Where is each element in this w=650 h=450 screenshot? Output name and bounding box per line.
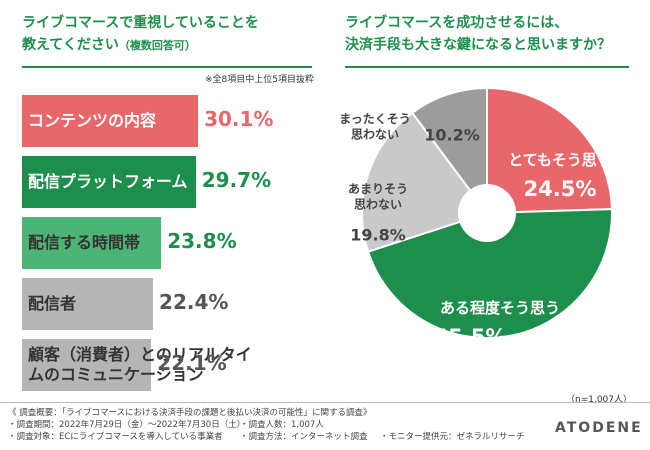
bar-label: 配信プラットフォーム [28,172,188,191]
pie-chart: とてもそう思う 24.5% ある程度そう思う 45.5% あまりそう思わない 19.8% ま… [339,86,613,349]
bar [22,339,152,391]
slice-label: まったくそう思わない [339,111,411,141]
bar-label: 配信する時間帯 [28,233,141,252]
bar-subtitle: （複数回答可） [118,39,196,52]
value-label: 23.8% [167,229,237,253]
bar-label: コンテンツの内容 [28,111,157,130]
slice-label: ある程度そう思う [440,299,560,317]
pie-slice [486,86,613,214]
bar-title-text: ライブコマースで重視していることを 教えてください [22,15,259,53]
bar-label: 顧客（消費者）とのリアルタイムのコミュニケーション [28,345,252,384]
value-label: 29.7% [201,168,272,192]
bar [22,278,154,330]
title-rule [345,66,629,68]
bar-title: ライブコマースで重視していることを 教えてください（複数回答可） [22,12,259,57]
footer-item: ・調査方法：インターネット調査 [240,432,368,442]
slice-value: 45.5% [434,325,507,349]
footer-item: ・調査期間：2022年7月29日（金）～2022年7月30日（土） [8,420,246,430]
value-label: 22.4% [159,290,229,314]
pie-note: （n=1,007人） [565,395,632,405]
bar-label: 配信者 [28,294,77,313]
footer-item: ・モニター提供元：ゼネラルリサーチ [380,432,525,442]
slice-value: 10.2% [424,126,480,145]
title-rule [22,66,312,68]
slice-label: とてもそう思う [508,151,612,169]
footer-heading: 《 調査概要：「ライブコマースにおける決済手段の課題と後払い決済の可能性」に関す… [8,408,372,418]
pie-title: ライブコマースを成功させるには、 決済手段も大きな鍵になると思いますか？ [345,15,611,53]
footer-item: ・調査人数：1,007人 [240,420,324,430]
pie-slice [410,86,488,192]
footer-rule [0,402,650,403]
pie-slice [361,111,472,253]
bar-note: ※全8項目中上位5項目抜粋 [205,75,314,85]
bar [22,156,196,208]
slice-value: 24.5% [524,177,597,201]
slice-value: 19.8% [350,226,406,245]
bar [22,217,162,269]
value-label: 30.1% [204,107,274,131]
pie-slice [366,208,613,339]
value-label: 22.1% [157,351,227,375]
logo: ATODENE [555,420,643,436]
bar [22,95,199,147]
footer-item: ・調査対象：ECにライブコマースを導入している事業者 [8,432,223,442]
slice-label: あまりそう思わない [348,181,408,211]
